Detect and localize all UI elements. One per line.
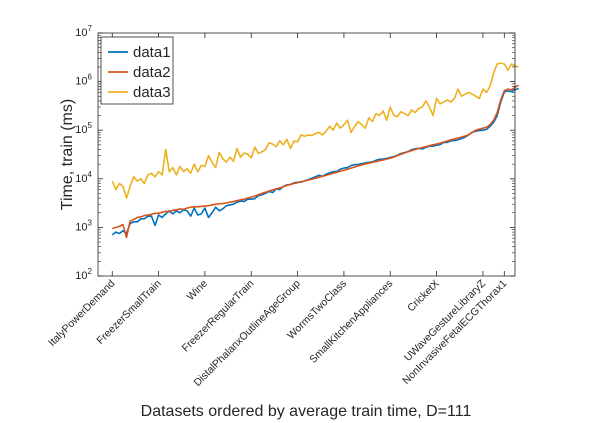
series-line-data1 <box>111 87 519 236</box>
series-layer <box>111 62 520 239</box>
legend-label-data3: data3 <box>133 84 171 101</box>
series-line-data2 <box>112 84 520 239</box>
y-tick-label: 105 <box>75 121 92 136</box>
legend: data1 data2 data3 <box>100 36 174 105</box>
y-tick-label: 107 <box>75 24 92 39</box>
y-axis-label: Time, train (ms) <box>59 99 76 210</box>
x-axis-label: Datasets ordered by average train time, … <box>141 403 472 420</box>
legend-label-data1: data1 <box>133 44 171 61</box>
series-line-data3 <box>111 62 519 199</box>
y-tick-label: 102 <box>75 267 92 282</box>
legend-label-data2: data2 <box>133 64 171 81</box>
plot-frame <box>97 32 516 277</box>
y-tick-label: 103 <box>75 218 92 233</box>
y-tick-label: 104 <box>75 170 92 185</box>
y-tick-label: 106 <box>75 73 92 88</box>
